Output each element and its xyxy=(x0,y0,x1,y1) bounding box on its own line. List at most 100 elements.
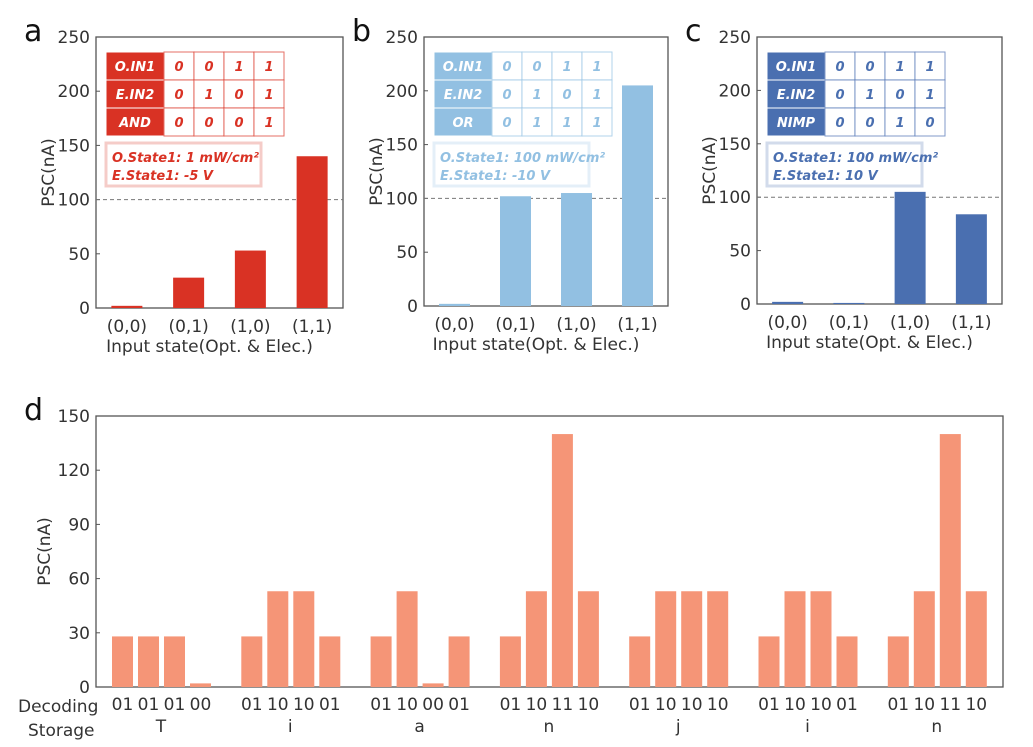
y-axis-label: PSC(nA) xyxy=(35,517,55,586)
bar xyxy=(887,636,909,687)
table-header-cell xyxy=(105,107,165,137)
table-cell-value: 1 xyxy=(532,116,541,131)
bar xyxy=(894,191,926,304)
table-cell-value: 1 xyxy=(895,116,904,131)
storage-letter: j xyxy=(675,717,681,737)
storage-letter: i xyxy=(805,717,810,737)
y-tick-label: 200 xyxy=(58,82,90,102)
x-axis-label: Input state(Opt. & Elec.) xyxy=(433,335,640,355)
table-header-text: E.IN2 xyxy=(116,88,155,103)
table-cell-value: 0 xyxy=(174,60,183,75)
table-cell xyxy=(253,107,285,137)
table-cell xyxy=(914,79,946,109)
x-tick-label: (0,0) xyxy=(434,315,474,335)
table-cell-value: 1 xyxy=(865,88,874,103)
table-cell xyxy=(253,51,285,81)
table-header-text: O.IN1 xyxy=(115,60,155,75)
table-cell-value: 1 xyxy=(234,60,243,75)
decoding-code: 10 xyxy=(526,695,548,715)
bar xyxy=(551,434,573,687)
y-tick-label: 200 xyxy=(719,81,751,101)
bar xyxy=(190,683,211,687)
table-cell xyxy=(884,79,916,109)
condition-text: O.State1: 1 mW/cm² xyxy=(112,151,259,166)
table-cell-value: 0 xyxy=(865,116,874,131)
y-tick-label: 0 xyxy=(740,295,751,315)
decoding-code: 10 xyxy=(396,695,418,715)
bar xyxy=(629,636,651,687)
bar xyxy=(836,636,858,687)
table-header-cell xyxy=(766,107,826,137)
x-tick-label: (1,0) xyxy=(556,315,596,335)
bar xyxy=(173,277,205,308)
table-cell xyxy=(491,107,523,137)
storage-letter: n xyxy=(931,717,942,737)
storage-letter: a xyxy=(414,717,424,737)
table-cell xyxy=(581,79,613,109)
table-cell-value: 1 xyxy=(895,60,904,75)
x-tick-label: (1,1) xyxy=(617,315,657,335)
table-cell xyxy=(551,107,583,137)
table-header-cell xyxy=(433,51,493,81)
bar xyxy=(772,301,804,304)
y-axis-label: PSC(nA) xyxy=(700,136,720,205)
table-cell-value: 1 xyxy=(264,116,273,131)
panel-label: a xyxy=(24,14,42,49)
table-header-cell xyxy=(433,107,493,137)
decoding-code: 10 xyxy=(267,695,289,715)
decoding-code: 00 xyxy=(422,695,444,715)
table-header-text: NIMP xyxy=(777,116,816,131)
y-tick-label: 60 xyxy=(68,570,90,590)
condition-text: O.State1: 100 mW/cm² xyxy=(773,151,938,166)
decoding-code: 01 xyxy=(319,695,341,715)
bar xyxy=(319,636,341,687)
table-cell-value: 1 xyxy=(562,116,571,131)
decoding-code: 01 xyxy=(836,695,858,715)
bar xyxy=(234,250,266,308)
x-tick-label: (0,0) xyxy=(107,317,147,337)
y-tick-label: 0 xyxy=(79,299,90,319)
condition-text: O.State1: 100 mW/cm² xyxy=(440,151,605,166)
y-tick-label: 250 xyxy=(58,28,90,48)
table-cell xyxy=(223,107,255,137)
bar xyxy=(293,591,315,687)
table-header-text: AND xyxy=(118,116,151,131)
bar xyxy=(939,434,961,687)
bar xyxy=(112,636,133,687)
plot-frame xyxy=(95,415,1004,688)
table-cell xyxy=(163,107,195,137)
bar xyxy=(655,591,677,687)
table-cell xyxy=(914,107,946,137)
table-header-text: E.IN2 xyxy=(444,88,483,103)
table-cell-value: 0 xyxy=(562,88,571,103)
decoding-code: 10 xyxy=(810,695,832,715)
condition-text: E.State1: -10 V xyxy=(440,169,551,184)
decoding-code: 01 xyxy=(241,695,263,715)
table-cell xyxy=(193,79,225,109)
panel-label: b xyxy=(352,14,371,49)
decoding-code: 01 xyxy=(164,695,186,715)
table-cell-value: 1 xyxy=(925,60,934,75)
y-tick-label: 200 xyxy=(386,82,418,102)
y-tick-label: 0 xyxy=(407,297,418,317)
decoding-code: 01 xyxy=(758,695,780,715)
y-tick-label: 150 xyxy=(719,135,751,155)
table-cell-value: 0 xyxy=(174,88,183,103)
table-cell-value: 1 xyxy=(925,88,934,103)
table-cell-value: 0 xyxy=(502,88,511,103)
y-tick-label: 150 xyxy=(58,136,90,156)
bar xyxy=(499,636,521,687)
bar xyxy=(622,85,653,306)
bar xyxy=(439,303,470,306)
table-cell xyxy=(253,79,285,109)
decoding-code: 10 xyxy=(707,695,729,715)
y-tick-label: 150 xyxy=(58,407,90,427)
condition-text: E.State1: 10 V xyxy=(773,169,879,184)
bar xyxy=(810,591,832,687)
bar xyxy=(965,591,987,687)
table-cell xyxy=(914,51,946,81)
table-cell-value: 0 xyxy=(865,60,874,75)
storage-letter: n xyxy=(544,717,555,737)
table-cell xyxy=(581,51,613,81)
y-tick-label: 120 xyxy=(58,461,90,481)
